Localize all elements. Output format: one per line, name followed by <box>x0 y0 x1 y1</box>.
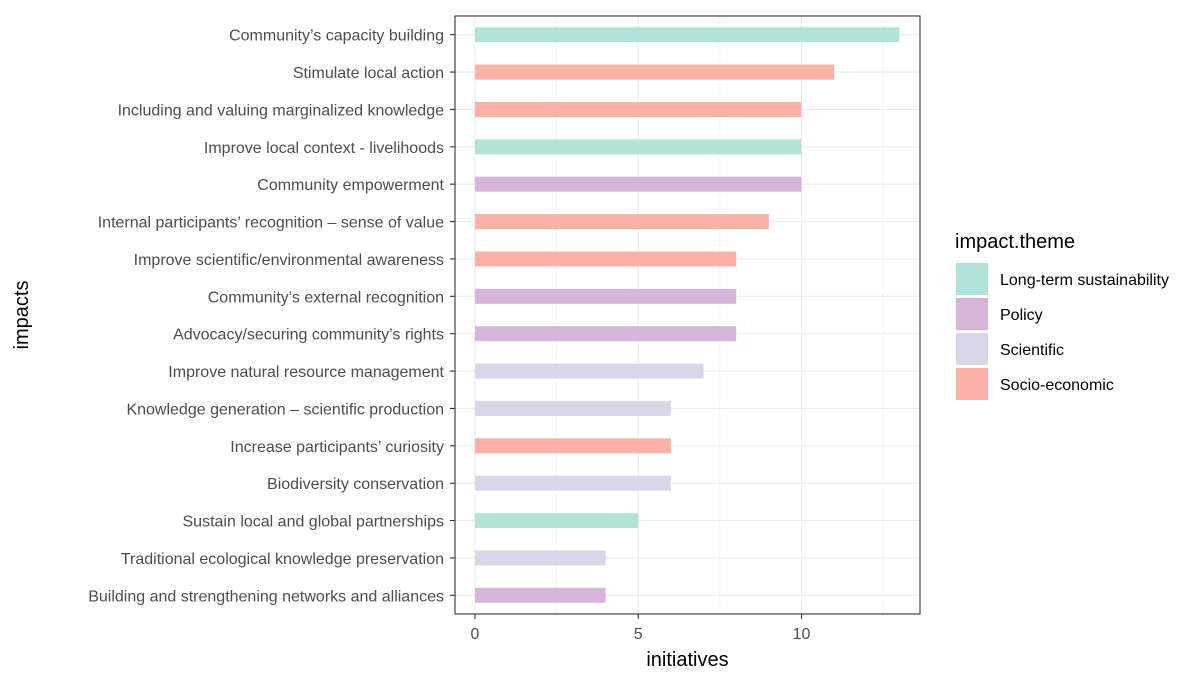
bar <box>475 438 671 454</box>
legend-items: Long-term sustainability Policy Scientific… <box>956 263 1169 400</box>
bar <box>475 400 671 416</box>
category-label: Building and strengthening networks and … <box>88 588 444 605</box>
legend-key <box>956 333 988 365</box>
category-label: Biodiversity conservation <box>267 476 444 493</box>
x-tick-label: 5 <box>634 626 643 643</box>
bar <box>475 64 835 80</box>
category-axis: Community’s capacity building Stimulate l… <box>88 28 455 605</box>
bars <box>475 27 900 603</box>
bar <box>475 101 802 117</box>
category-label: Advocacy/securing community’s rights <box>173 327 444 344</box>
category-label: Improve scientific/environmental awarene… <box>134 252 444 269</box>
legend-key <box>956 298 988 330</box>
x-axis-title: initiatives <box>646 649 728 671</box>
category-label: Community’s external recognition <box>208 289 444 306</box>
category-label: Knowledge generation – scientific produc… <box>126 401 444 418</box>
bar <box>475 176 802 192</box>
legend-label: Scientific <box>1000 342 1064 359</box>
legend-label: Long-term sustainability <box>1000 272 1169 289</box>
category-label: Improve local context - livelihoods <box>204 140 444 157</box>
bar <box>475 251 737 267</box>
bar <box>475 27 900 43</box>
legend: impact.theme Long-term sustainability Pol… <box>955 231 1169 400</box>
value-axis: 0 5 10 <box>471 614 811 643</box>
bar <box>475 513 639 529</box>
legend-title: impact.theme <box>955 231 1075 253</box>
category-label: Stimulate local action <box>293 65 444 82</box>
bar <box>475 475 671 491</box>
legend-label: Socio-economic <box>1000 377 1114 394</box>
legend-key <box>956 263 988 295</box>
bar <box>475 363 704 379</box>
bar <box>475 288 737 304</box>
x-tick-label: 0 <box>471 626 480 643</box>
x-tick-label: 10 <box>793 626 811 643</box>
y-axis-title: impacts <box>11 281 33 350</box>
category-label: Sustain local and global partnerships <box>183 514 445 531</box>
bar <box>475 587 606 603</box>
category-label: Including and valuing marginalized knowl… <box>118 102 445 119</box>
bar <box>475 550 606 566</box>
bar <box>475 214 769 230</box>
legend-label: Policy <box>1000 307 1043 324</box>
bar <box>475 139 802 155</box>
category-label: Community’s capacity building <box>229 28 444 45</box>
category-label: Increase participants’ curiosity <box>230 439 444 456</box>
category-label: Internal participants’ recognition – sen… <box>98 215 444 232</box>
category-label: Community empowerment <box>257 177 444 194</box>
category-label: Traditional ecological knowledge preserv… <box>121 551 444 568</box>
bar <box>475 326 737 342</box>
plot-panel-border <box>454 15 921 615</box>
category-label: Improve natural resource management <box>168 364 444 381</box>
legend-key <box>956 368 988 400</box>
